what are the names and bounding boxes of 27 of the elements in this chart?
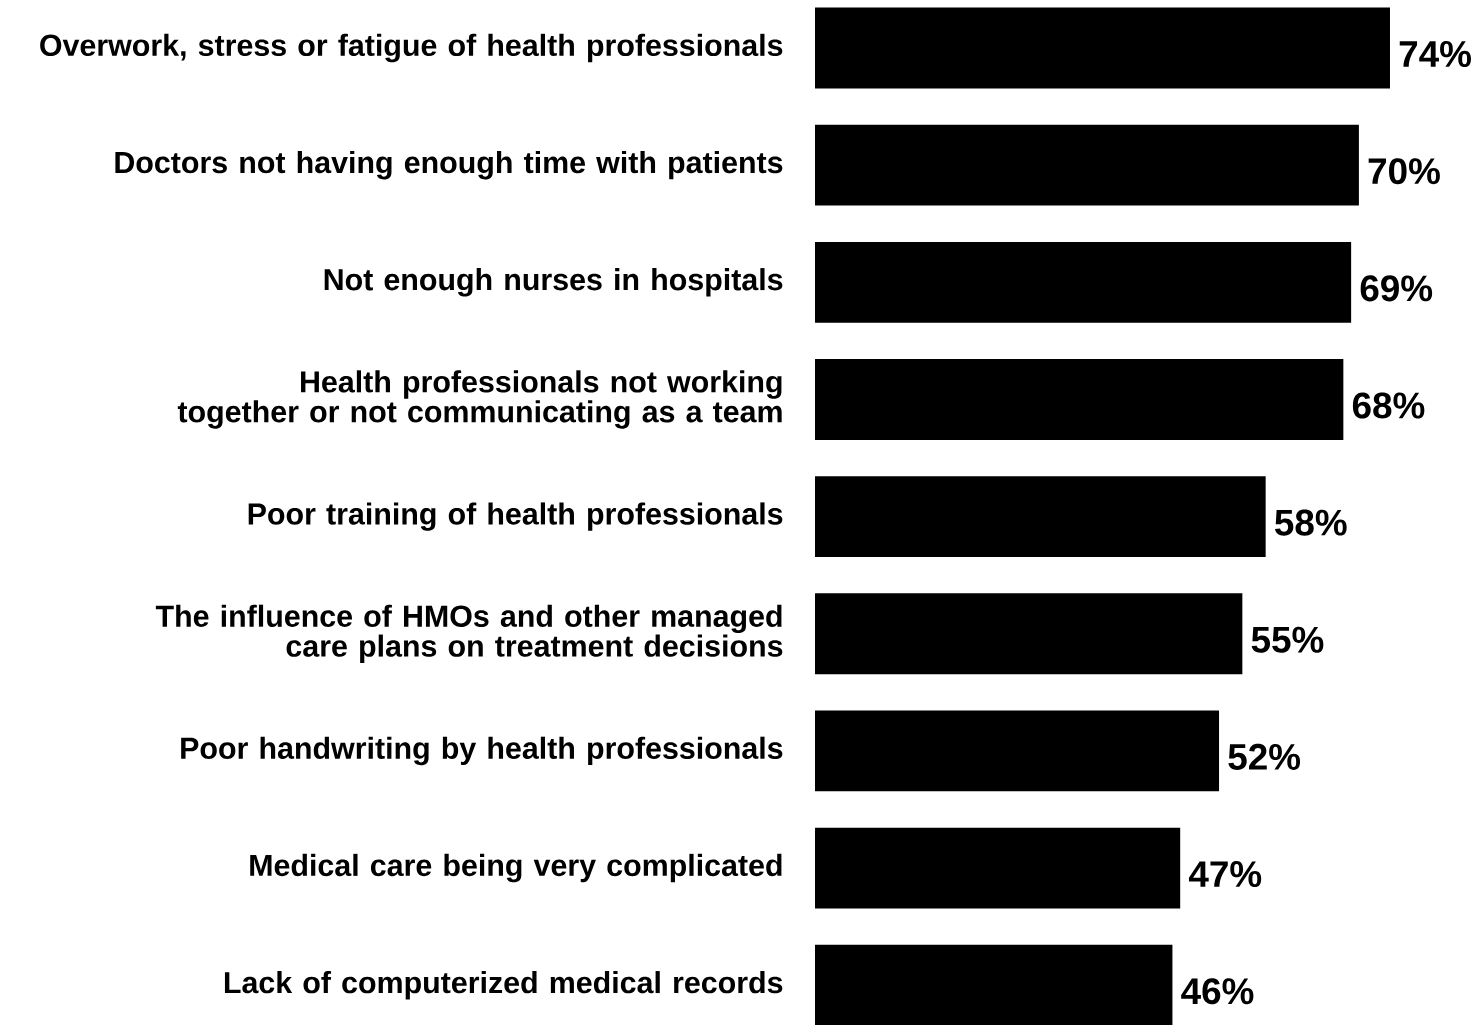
bar <box>815 710 1220 792</box>
data-label: 68% <box>1352 392 1425 419</box>
data-label: 74% <box>1399 41 1471 67</box>
data-label: 46% <box>1181 978 1254 1005</box>
y-tick-label: Medical care being very complicated <box>250 853 782 883</box>
y-tick-label: Health professionals not working together or not communicating as a team <box>177 370 782 429</box>
bar <box>815 944 1173 1025</box>
bar <box>815 359 1344 440</box>
bar <box>815 124 1359 206</box>
data-label: 55% <box>1251 626 1324 653</box>
y-tick-label: Not enough nurses in hospitals <box>324 268 783 297</box>
bar <box>815 593 1243 675</box>
bar <box>815 241 1352 323</box>
data-label: 70% <box>1368 158 1440 185</box>
data-label: 47% <box>1188 861 1262 888</box>
bar <box>815 7 1390 89</box>
y-tick-label: Poor handwriting by health professionals <box>181 736 783 766</box>
bar <box>815 827 1181 909</box>
data-label: 52% <box>1228 743 1301 770</box>
y-tick-label: Doctors not having enough time with patients <box>115 150 783 180</box>
y-tick-label: Poor training of health professionals <box>248 502 783 531</box>
bar <box>815 476 1266 558</box>
y-tick-label: Overwork, stress or fatigue of health professionals <box>40 33 783 63</box>
data-label: 58% <box>1275 509 1347 536</box>
y-tick-label: The influence of HMOs and other managed care plans on treatment decisions <box>155 604 783 663</box>
y-tick-label: Lack of computerized medical records <box>224 971 783 1000</box>
data-label: 69% <box>1360 275 1433 302</box>
